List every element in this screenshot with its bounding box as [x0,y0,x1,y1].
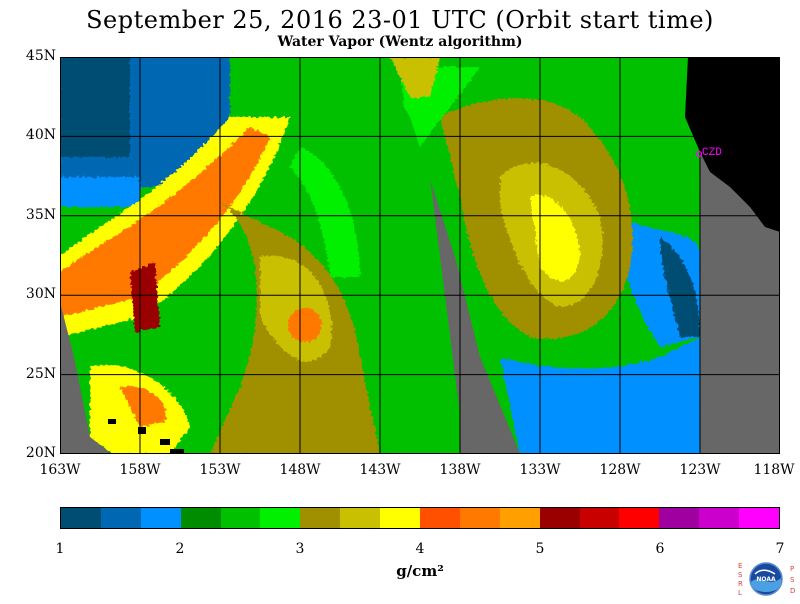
colorbar-swatch [659,508,700,528]
colorbar-swatch [220,508,261,528]
logo-text: NOAA [756,576,776,583]
logo-letter: E [738,562,742,570]
swath-west [60,57,460,454]
logo-letter: S [738,571,743,579]
colorbar-swatch [260,508,301,528]
water-vapor-map: CZD [60,57,780,454]
latitude-label: 35N [25,206,56,223]
colorbar-swatch [300,508,341,528]
longitude-label: 128W [599,462,641,478]
station-marker-czd: CZD [695,147,722,159]
colorbar-swatch [699,508,740,528]
logo-letter: R [738,580,743,588]
main-title: September 25, 2016 23-01 UTC (Orbit star… [86,6,714,34]
latitude-label: 20N [25,445,56,461]
longitude-label: 153W [199,462,241,478]
colorbar-swatch [100,508,141,528]
colorbar-swatch [61,508,101,528]
colorbar-tick-label: 1 [55,541,65,557]
longitude-label: 138W [439,462,481,478]
colorbar-swatch [579,508,620,528]
colorbar-tick-label: 4 [415,541,425,557]
hawaiian-islands [108,419,184,454]
latitude-label: 30N [25,286,56,303]
colorbar-tick-label: 7 [775,541,785,557]
longitude-label: 143W [359,462,401,478]
colorbar-unit: g/cm² [396,562,444,580]
colorbar-swatch [619,508,660,528]
lat-lon-grid [60,57,780,454]
station-label: CZD [702,147,722,159]
longitude-label: 158W [119,462,161,478]
colorbar-swatch [539,508,580,528]
colorbar-swatch [459,508,500,528]
colorbar-swatch [420,508,460,528]
longitude-label: 163W [39,462,81,478]
latitude-label: 45N [25,48,56,64]
colorbar-swatch [340,508,381,528]
longitude-label: 123W [679,462,721,478]
colorbar-tick-label: 5 [535,541,545,557]
map-canvas: CZD [60,57,780,454]
swath-east [372,57,700,454]
logo-letter: L [738,589,742,597]
coastline-land [685,57,780,232]
longitude-label: 148W [279,462,321,478]
colorbar-tick-label: 2 [175,541,185,557]
colorbar-swatch [180,508,221,528]
colorbar-swatch [739,508,780,528]
subtitle: Water Vapor (Wentz algorithm) [277,34,523,50]
logo-letter: P [790,565,794,573]
latitude-label: 40N [25,127,56,144]
colorbar-swatch [499,508,540,528]
longitude-label: 133W [519,462,561,478]
noaa-esrl-psd-logo: E S R L NOAA P S D [735,558,797,600]
latitude-label: 25N [25,365,56,382]
colorbar-swatch [140,508,181,528]
logo-letter: S [790,576,795,584]
colorbar-tick-label: 3 [295,541,305,557]
colorbar-tick-label: 6 [655,541,665,557]
colorbar-swatch [380,508,421,528]
longitude-label: 118W [753,462,795,478]
map-border [60,57,780,454]
colorbar [60,507,780,529]
logo-letter: D [790,587,795,595]
